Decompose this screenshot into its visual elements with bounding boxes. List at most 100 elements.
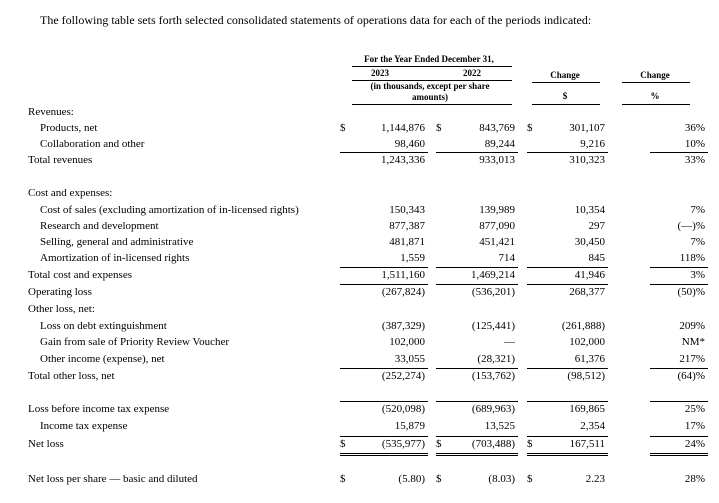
cell-value: 25% bbox=[684, 403, 705, 415]
total-rule bbox=[527, 436, 608, 437]
total-rule bbox=[340, 267, 428, 268]
cell-value: 28% bbox=[684, 473, 705, 485]
change-header: Change bbox=[550, 70, 580, 80]
row-label: Gain from sale of Priority Review Vouche… bbox=[40, 336, 229, 348]
cell-value: 481,871 bbox=[389, 236, 425, 248]
cell-value: (535,977) bbox=[381, 438, 425, 450]
cell-value: 1,511,160 bbox=[381, 269, 425, 281]
cell-value: 301,107 bbox=[569, 122, 605, 134]
row-label: Other loss, net: bbox=[28, 303, 95, 315]
cell-value: — bbox=[504, 336, 515, 348]
cell-value: 61,376 bbox=[574, 353, 605, 365]
cell-value: 933,013 bbox=[479, 154, 515, 166]
row-label: Net loss per share — basic and diluted bbox=[28, 473, 198, 485]
total-rule bbox=[436, 267, 518, 268]
cell-value: 13,525 bbox=[484, 420, 515, 432]
cell-value: 169,865 bbox=[569, 403, 605, 415]
total-rule bbox=[650, 267, 708, 268]
header-rule bbox=[352, 66, 512, 67]
cell-value: (125,441) bbox=[471, 320, 515, 332]
year-header: 2023 bbox=[371, 68, 389, 78]
cell-value: 7% bbox=[690, 236, 705, 248]
total-rule bbox=[527, 267, 608, 268]
cell-value: 10,354 bbox=[574, 204, 605, 216]
row-label: Other income (expense), net bbox=[40, 353, 165, 365]
double-rule bbox=[436, 453, 518, 456]
total-rule bbox=[650, 436, 708, 437]
row-label: Amortization of in-licensed rights bbox=[40, 252, 190, 264]
currency-sign: $ bbox=[340, 473, 346, 485]
currency-sign: $ bbox=[436, 122, 442, 134]
cell-value: 3% bbox=[690, 269, 705, 281]
cell-value: 98,460 bbox=[394, 138, 425, 150]
cell-value: 33,055 bbox=[394, 353, 425, 365]
row-label: Total other loss, net bbox=[28, 370, 115, 382]
change-header: Change bbox=[640, 70, 670, 80]
cell-value: 167,511 bbox=[569, 438, 605, 450]
row-label: Collaboration and other bbox=[40, 138, 145, 150]
cell-value: 139,989 bbox=[479, 204, 515, 216]
cell-value: 714 bbox=[498, 252, 516, 264]
period-header: For the Year Ended December 31, bbox=[364, 54, 494, 64]
cell-value: (536,201) bbox=[471, 286, 515, 298]
row-label: Loss on debt extinguishment bbox=[40, 320, 167, 332]
currency-sign: $ bbox=[527, 438, 533, 450]
total-rule bbox=[436, 284, 518, 285]
row-label: Net loss bbox=[28, 438, 64, 450]
change-unit: % bbox=[650, 91, 660, 101]
cell-value: 1,559 bbox=[400, 252, 425, 264]
cell-value: (703,488) bbox=[471, 438, 515, 450]
row-label: Total cost and expenses bbox=[28, 269, 133, 281]
header-rule bbox=[532, 82, 600, 83]
cell-value: (252,274) bbox=[381, 370, 425, 382]
cell-value: (98,512) bbox=[567, 370, 605, 382]
cell-value: 843,769 bbox=[479, 122, 515, 134]
total-rule bbox=[340, 401, 428, 402]
cell-value: (8.03) bbox=[488, 473, 515, 485]
cell-value: 1,469,214 bbox=[471, 269, 515, 281]
total-rule bbox=[340, 284, 428, 285]
row-label: Selling, general and administrative bbox=[40, 236, 194, 248]
row-label: Cost of sales (excluding amortization of… bbox=[40, 204, 299, 216]
total-rule bbox=[527, 284, 608, 285]
cell-value: 310,323 bbox=[569, 154, 605, 166]
cell-value: 1,144,876 bbox=[381, 122, 425, 134]
cell-value: (28,321) bbox=[477, 353, 515, 365]
currency-sign: $ bbox=[527, 122, 533, 134]
row-label: Total revenues bbox=[28, 154, 93, 166]
double-rule bbox=[340, 453, 428, 456]
total-rule bbox=[436, 436, 518, 437]
header-rule bbox=[352, 80, 512, 81]
cell-value: 89,244 bbox=[484, 138, 515, 150]
total-rule bbox=[436, 368, 518, 369]
row-label: Research and development bbox=[40, 220, 159, 232]
intro: The following table sets forth selected … bbox=[40, 13, 592, 27]
header-rule bbox=[622, 82, 690, 83]
cell-value: 877,387 bbox=[389, 220, 425, 232]
cell-value: 118% bbox=[679, 252, 705, 264]
currency-sign: $ bbox=[436, 473, 442, 485]
cell-value: 2.23 bbox=[585, 473, 605, 485]
header-rule bbox=[352, 104, 512, 105]
cell-value: (520,098) bbox=[381, 403, 425, 415]
total-rule bbox=[650, 152, 708, 153]
cell-value: 24% bbox=[684, 438, 705, 450]
cell-value: 30,450 bbox=[574, 236, 605, 248]
year-header: 2022 bbox=[463, 68, 481, 78]
row-label: Products, net bbox=[40, 122, 98, 134]
row-label: Income tax expense bbox=[40, 420, 128, 432]
cell-value: (—)% bbox=[677, 220, 706, 232]
double-rule bbox=[527, 453, 608, 456]
total-rule bbox=[340, 436, 428, 437]
total-rule bbox=[340, 152, 428, 153]
cell-value: 36% bbox=[684, 122, 705, 134]
cell-value: (267,824) bbox=[381, 286, 425, 298]
cell-value: (387,329) bbox=[381, 320, 425, 332]
total-rule bbox=[527, 401, 608, 402]
header-rule bbox=[622, 104, 690, 105]
row-label: Loss before income tax expense bbox=[28, 403, 170, 415]
cell-value: (261,888) bbox=[561, 320, 605, 332]
row-label: Revenues: bbox=[28, 106, 74, 118]
total-rule bbox=[650, 368, 708, 369]
cell-value: (64)% bbox=[677, 370, 706, 382]
